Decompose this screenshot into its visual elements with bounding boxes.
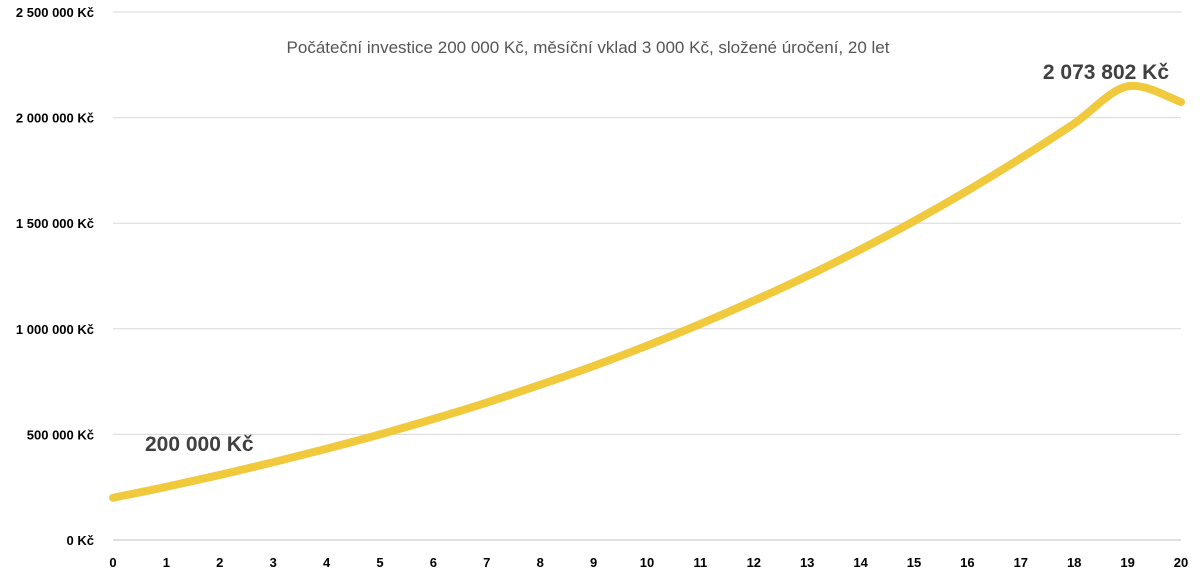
data-point-17 [1020,157,1022,159]
grid-lines [113,11,1181,541]
y-tick-label: 0 Kč [67,533,94,548]
x-tick-label: 18 [1067,555,1081,570]
data-point-11 [699,323,701,325]
x-tick-label: 10 [640,555,654,570]
x-tick-label: 3 [270,555,277,570]
x-tick-label: 14 [853,555,868,570]
data-point-0 [112,497,114,499]
x-tick-label: 9 [590,555,597,570]
data-point-20 [1180,101,1182,103]
chart-subtitle: Počáteční investice 200 000 Kč, měsíční … [287,38,890,57]
x-tick-label: 6 [430,555,437,570]
data-point-14 [860,248,862,250]
x-tick-label: 15 [907,555,921,570]
y-tick-label: 1 500 000 Kč [16,216,94,231]
x-tick-label: 13 [800,555,814,570]
series-layer [109,81,1185,502]
data-point-2 [219,474,221,476]
x-tick-label: 8 [537,555,544,570]
y-tick-label: 2 000 000 Kč [16,111,94,126]
data-point-15 [913,220,915,222]
x-tick-label: 4 [323,555,331,570]
data-point-6 [432,418,434,420]
x-tick-label: 17 [1014,555,1028,570]
data-point-1 [165,486,167,488]
x-tick-label: 19 [1120,555,1134,570]
x-tick-label: 0 [109,555,116,570]
x-tick-label: 5 [376,555,383,570]
data-point-3 [272,461,274,463]
data-labels: 200 000 Kč 2 073 802 Kč [145,61,1169,456]
data-point-12 [753,300,755,302]
data-label: 200 000 Kč [145,433,254,456]
y-axis-ticks: 0 Kč 500 000 Kč 1 000 000 Kč 1 500 000 Kč 2 … [16,5,94,548]
data-point-10 [646,345,648,347]
data-point-4 [326,448,328,450]
y-tick-label: 500 000 Kč [27,427,94,442]
y-tick-label: 1 000 000 Kč [16,322,94,337]
data-point-7 [486,402,488,404]
x-tick-label: 1 [163,555,170,570]
x-tick-label: 12 [747,555,761,570]
x-tick-label: 16 [960,555,974,570]
data-point-9 [593,365,595,367]
data-point-16 [966,190,968,192]
data-point-19 [1127,85,1129,87]
x-axis-ticks: 0 1 2 3 4 5 6 7 8 9 10 11 12 13 14 15 16 17 18 19 20 [109,555,1188,570]
data-point-5 [379,433,381,435]
data-label: 2 073 802 Kč [1043,61,1169,84]
data-point-18 [1073,123,1075,125]
data-point-8 [539,384,541,386]
x-tick-label: 11 [694,555,708,570]
x-tick-label: 7 [483,555,490,570]
x-tick-label: 20 [1174,555,1188,570]
y-tick-label: 2 500 000 Kč [16,5,94,20]
series-line-0 [109,81,1185,502]
data-point-13 [806,275,808,277]
x-tick-label: 2 [216,555,223,570]
